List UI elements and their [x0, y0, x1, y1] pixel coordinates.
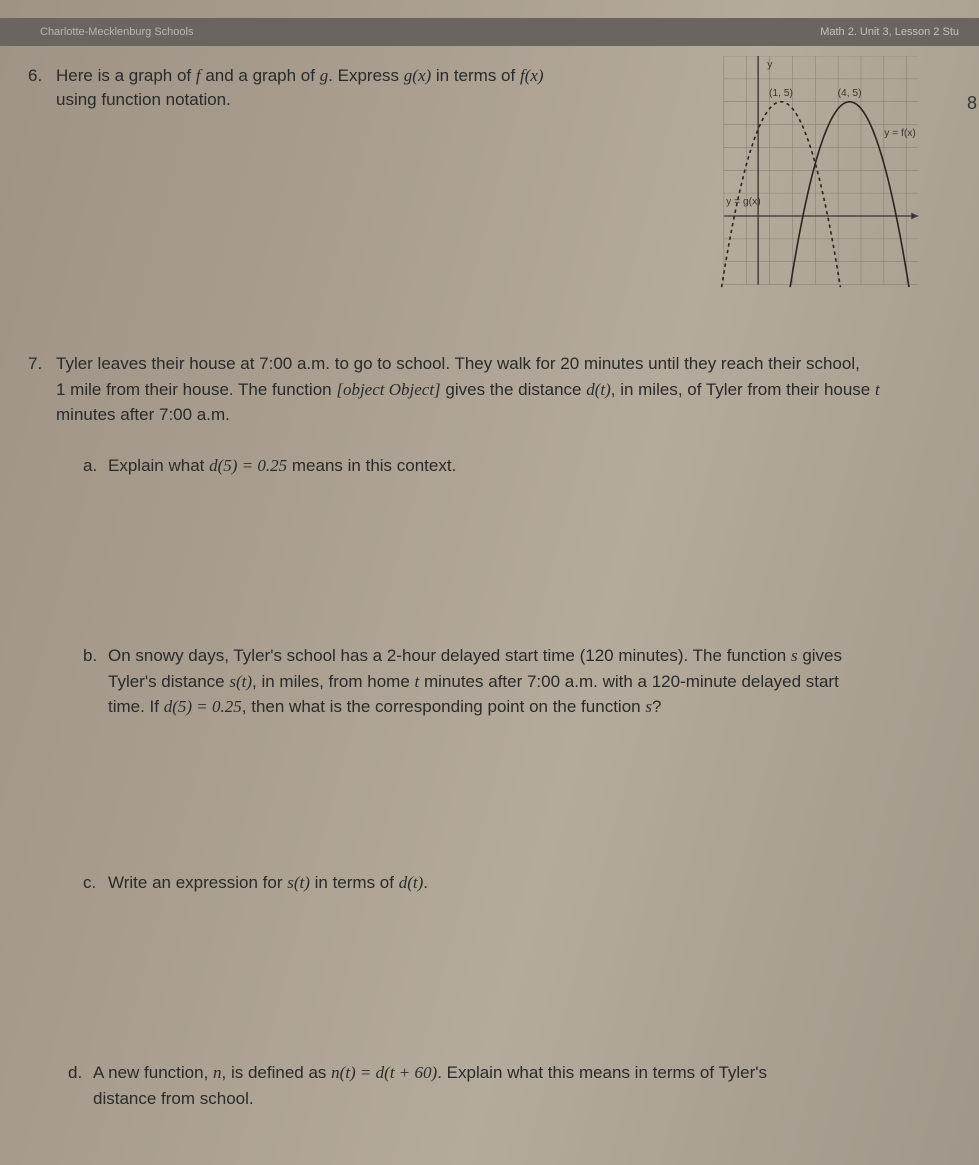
q7-d: [object Object] — [336, 380, 440, 399]
q7d-n: n — [213, 1063, 222, 1082]
svg-text:y: y — [767, 59, 773, 70]
q7b-s: s — [791, 646, 798, 665]
q7c-dt: d(t) — [399, 873, 424, 892]
q6-gx: g(x) — [404, 66, 431, 85]
q7a-eq: d(5) = 0.25 — [209, 456, 287, 475]
q6-g: g — [320, 66, 329, 85]
q7a-letter: a. — [83, 453, 108, 479]
q7a-t1: Explain what — [108, 456, 209, 475]
q7b-l2b: , in miles, from home — [252, 672, 415, 691]
q7b-l3c: ? — [652, 697, 661, 716]
q7b-l2c: minutes after 7:00 a.m. with a 120-minut… — [419, 672, 839, 691]
q6-text-d: in terms of — [431, 66, 520, 85]
q7b-l3a: time. If — [108, 697, 164, 716]
q6-text-b: and a graph of — [201, 66, 320, 85]
q7-intro3: minutes after 7:00 a.m. — [56, 402, 951, 428]
q7b-l1b: gives — [798, 646, 842, 665]
q6-text-a: Here is a graph of — [56, 66, 196, 85]
svg-text:y = g(x): y = g(x) — [726, 197, 761, 208]
q7d-t1: A new function, — [93, 1063, 213, 1082]
graph: (1, 5) (4, 5) y = g(x) y = f(x) y — [681, 56, 961, 296]
q7d-eq: n(t) = d(t + 60) — [331, 1063, 437, 1082]
q7b-letter: b. — [83, 643, 108, 669]
q7d-letter: d. — [68, 1060, 93, 1086]
edge-char: 8 — [967, 93, 977, 114]
header-left: Charlotte-Mecklenburg Schools — [40, 26, 193, 38]
q7-intro1: Tyler leaves their house at 7:00 a.m. to… — [56, 354, 860, 373]
q7-b: b.On snowy days, Tyler's school has a 2-… — [83, 643, 951, 720]
q7b-eq: d(5) = 0.25 — [164, 697, 242, 716]
question-7: 7.Tyler leaves their house at 7:00 a.m. … — [28, 351, 951, 1111]
q7d-t3: . Explain what this means in terms of Ty… — [437, 1063, 767, 1082]
q7d-t4: distance from school. — [93, 1089, 254, 1108]
q7-dt: d(t) — [586, 380, 611, 399]
q7-t: t — [875, 380, 880, 399]
q7d-t2: , is defined as — [222, 1063, 332, 1082]
q7c-t1: Write an expression for — [108, 873, 287, 892]
q7c-t2: in terms of — [310, 873, 399, 892]
header-bar: Charlotte-Mecklenburg Schools Math 2. Un… — [0, 18, 979, 46]
q7b-st: s(t) — [229, 672, 252, 691]
q7a-t2: means in this context. — [287, 456, 456, 475]
q7-intro2c: , in miles, of Tyler from their house — [611, 380, 875, 399]
header-right: Math 2. Unit 3, Lesson 2 Stu — [820, 26, 959, 38]
q7-intro2b: gives the distance — [441, 380, 587, 399]
q7-c: c.Write an expression for s(t) in terms … — [83, 870, 951, 896]
q6-number: 6. — [28, 64, 56, 88]
q6-line2: using function notation. — [56, 88, 671, 112]
q7c-letter: c. — [83, 870, 108, 896]
q7-a: a.Explain what d(5) = 0.25 means in this… — [83, 453, 951, 479]
q6-fx: f(x) — [520, 66, 544, 85]
q7c-t3: . — [423, 873, 428, 892]
q7-number: 7. — [28, 351, 56, 377]
q6-text-c: . Express — [328, 66, 404, 85]
svg-text:(1, 5): (1, 5) — [769, 88, 793, 99]
q7b-l2a: Tyler's distance — [108, 672, 229, 691]
q7b-l3b: , then what is the corresponding point o… — [242, 697, 646, 716]
q7-intro2a: 1 mile from their house. The function — [56, 380, 336, 399]
svg-text:(4, 5): (4, 5) — [838, 88, 862, 99]
graph-svg: (1, 5) (4, 5) y = g(x) y = f(x) y — [681, 56, 961, 296]
q7b-l1: On snowy days, Tyler's school has a 2-ho… — [108, 646, 791, 665]
q7c-st: s(t) — [287, 873, 310, 892]
q7-d: d.A new function, n, is defined as n(t) … — [68, 1060, 951, 1111]
svg-text:y = f(x): y = f(x) — [884, 128, 916, 139]
question-6: 6.Here is a graph of f and a graph of g.… — [28, 56, 951, 296]
q7b-s2: s — [645, 697, 652, 716]
